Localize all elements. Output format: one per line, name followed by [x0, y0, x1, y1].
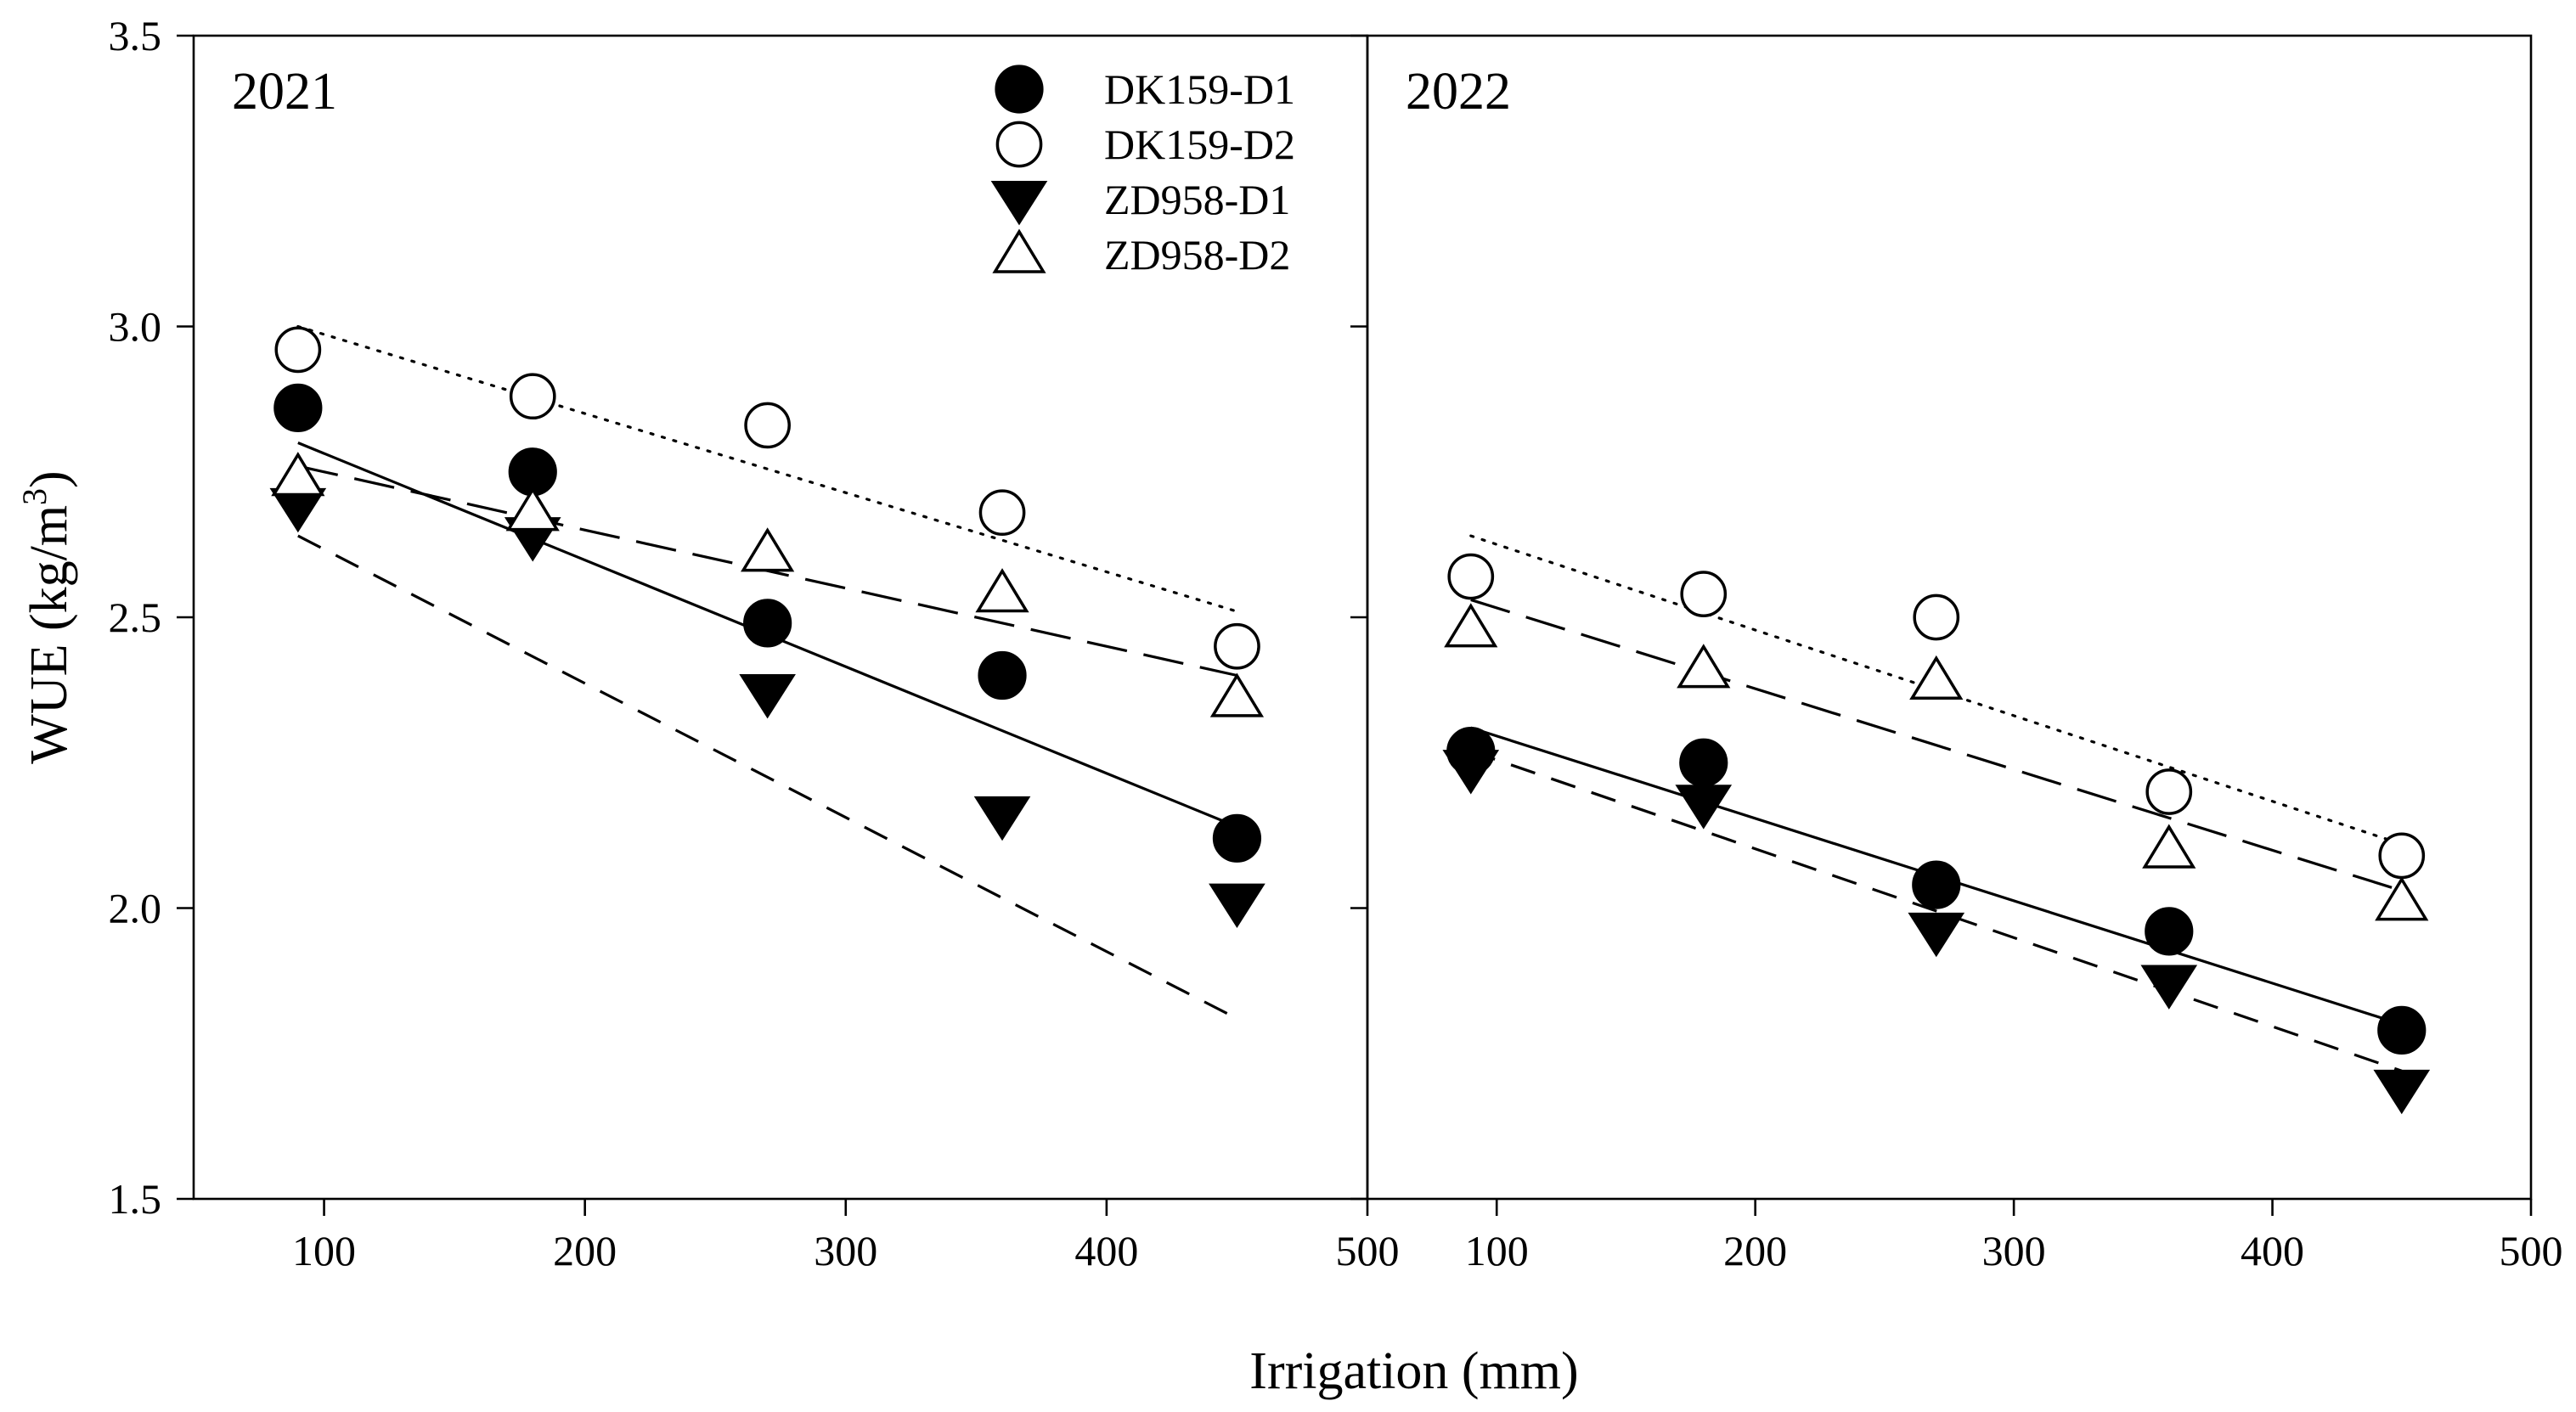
year-label-2022: 2022 [1406, 63, 1511, 121]
fit-line-2022-ZD958-D2 [1470, 598, 2403, 892]
x-tick-label-2021-500: 500 [1336, 1227, 1400, 1274]
x-tick-label-2022-100: 100 [1465, 1227, 1529, 1274]
fit-line-2022-ZD958-D1 [1470, 750, 2403, 1072]
point-2022-ZD958-D1-180 [1675, 785, 1733, 830]
x-tick-label-2021-300: 300 [814, 1227, 877, 1274]
point-2021-DK159-D1-90 [273, 383, 323, 432]
point-2021-ZD958-D1-270 [739, 674, 796, 719]
point-2022-DK159-D1-270 [1912, 860, 1961, 909]
y-axis-title-superscript: 3 [15, 488, 54, 505]
point-2021-DK159-D1-270 [743, 599, 792, 648]
legend-marker-DK159-D2 [995, 121, 1043, 168]
point-2021-ZD958-D2-270 [741, 527, 795, 572]
point-2021-ZD958-D1-450 [1209, 883, 1265, 929]
point-2021-ZD958-D2-90 [271, 452, 325, 497]
point-2022-DK159-D2-180 [1680, 571, 1728, 617]
y-tick-label-2.5: 2.5 [109, 593, 162, 641]
x-tick-label-2022-200: 200 [1723, 1227, 1787, 1274]
point-2022-ZD958-D2-90 [1444, 603, 1498, 648]
x-tick-label-2022-300: 300 [1982, 1227, 2046, 1274]
point-2022-DK159-D2-270 [1913, 593, 1960, 641]
legend: DK159-D1 DK159-D2 ZD958-D1 ZD958-D2 [990, 65, 1295, 278]
point-2021-DK159-D1-450 [1212, 813, 1262, 863]
y-axis-title: WUE (kg/m3) [15, 470, 78, 763]
legend-label-ZD958-D1: ZD958-D1 [1104, 176, 1290, 223]
panel-2021: 100 200 300 400 500 1.5 2.0 2.5 3.0 3.5 2021 [109, 12, 1400, 1274]
point-2021-DK159-D2-180 [509, 373, 556, 420]
year-label-2021: 2021 [232, 63, 337, 121]
fit-line-2021-ZD958-D1 [297, 534, 1238, 1021]
point-2022-DK159-D2-450 [2378, 832, 2426, 880]
x-tick-label-2021-200: 200 [553, 1227, 617, 1274]
point-2021-DK159-D2-450 [1214, 622, 1260, 670]
point-2021-DK159-D2-90 [274, 326, 322, 374]
x-tick-label-2022-400: 400 [2241, 1227, 2304, 1274]
point-2021-ZD958-D2-360 [975, 568, 1029, 613]
y-tick-label-2: 2.0 [109, 885, 162, 932]
point-2021-DK159-D1-360 [978, 650, 1027, 700]
point-2022-DK159-D1-180 [1679, 738, 1728, 787]
legend-label-DK159-D2: DK159-D2 [1104, 121, 1295, 168]
point-2021-DK159-D2-360 [978, 489, 1026, 537]
y-tick-label-3: 3.0 [109, 303, 162, 351]
point-2022-ZD958-D1-360 [2140, 965, 2198, 1010]
point-2022-ZD958-D1-270 [1908, 912, 1965, 958]
point-2022-DK159-D2-90 [1447, 553, 1495, 600]
point-2022-ZD958-D1-450 [2373, 1069, 2431, 1115]
legend-marker-ZD958-D1 [990, 181, 1048, 226]
y-axis-title-close: ) [20, 470, 78, 488]
point-2022-ZD958-D2-450 [2375, 876, 2429, 921]
legend-label-ZD958-D2: ZD958-D2 [1104, 231, 1290, 278]
legend-marker-ZD958-D2 [992, 228, 1046, 273]
point-2021-ZD958-D1-360 [973, 796, 1031, 841]
y-axis-title-main: WUE (kg/m [20, 505, 78, 764]
x-tick-label-2022-500: 500 [2500, 1227, 2563, 1274]
point-2021-ZD958-D2-180 [505, 487, 560, 532]
point-2022-DK159-D1-450 [2377, 1005, 2427, 1055]
point-2022-ZD958-D2-360 [2142, 824, 2196, 869]
y-tick-label-3.5: 3.5 [109, 12, 162, 59]
x-tick-label-2021-400: 400 [1074, 1227, 1138, 1274]
point-2022-ZD958-D1-90 [1442, 750, 1500, 795]
legend-marker-DK159-D1 [995, 65, 1044, 114]
point-2021-ZD958-D2-450 [1209, 672, 1265, 717]
y-tick-label-1.5: 1.5 [109, 1175, 162, 1223]
point-2021-DK159-D2-270 [744, 402, 791, 449]
chart-panels: 100 200 300 400 500 1.5 2.0 2.5 3.0 3.5 2021 100 200… [109, 12, 2563, 1274]
point-2022-ZD958-D2-270 [1909, 655, 1964, 700]
axis-labels: Irrigation (mm) WUE (kg/m3) [15, 470, 1579, 1400]
point-2022-ZD958-D2-180 [1677, 644, 1731, 689]
point-2022-DK159-D2-360 [2145, 768, 2193, 815]
fit-line-2021-DK159-D2 [296, 324, 1239, 613]
x-axis-title: Irrigation (mm) [1249, 1342, 1578, 1400]
legend-label-DK159-D1: DK159-D1 [1104, 65, 1295, 113]
point-2022-DK159-D1-360 [2145, 907, 2194, 956]
panel-2022: 100 200 300 400 500 2022 [1350, 34, 2563, 1274]
x-tick-label-2021-100: 100 [292, 1227, 356, 1274]
